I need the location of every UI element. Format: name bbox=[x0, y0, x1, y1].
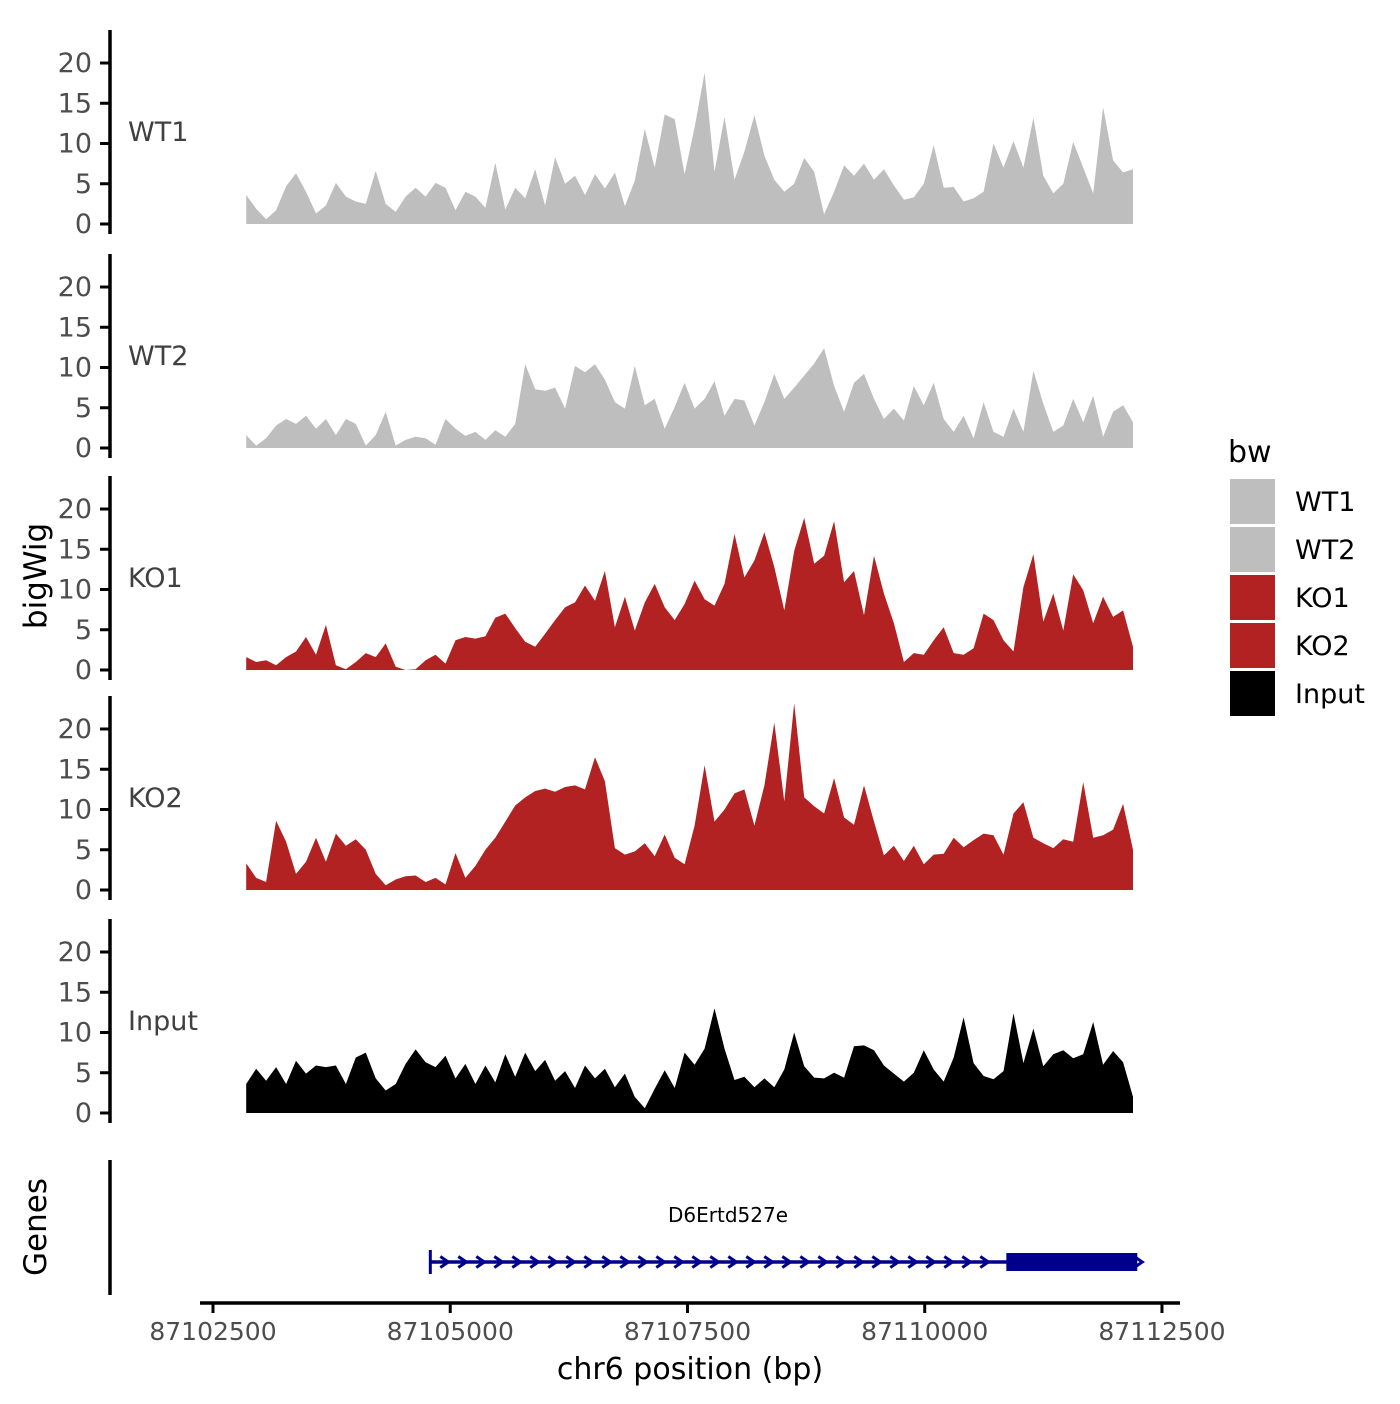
y-tick-label-input-5: 5 bbox=[75, 1058, 92, 1089]
y-tick-label-ko2-10: 10 bbox=[58, 795, 92, 826]
gene-strand-arrow bbox=[583, 1255, 595, 1269]
gene-strand-arrow bbox=[439, 1255, 451, 1269]
gene-strand-arrow bbox=[907, 1255, 919, 1269]
legend-label-wt1: WT1 bbox=[1295, 487, 1355, 518]
gene-strand-arrow bbox=[943, 1255, 955, 1269]
gene-strand-arrow bbox=[781, 1255, 793, 1269]
y-tick-label-wt1-0: 0 bbox=[75, 209, 92, 240]
y-tick-label-wt2-10: 10 bbox=[58, 353, 92, 384]
gene-strand-arrow bbox=[673, 1255, 685, 1269]
gene-strand-arrow bbox=[601, 1255, 613, 1269]
gene-exon-box bbox=[1006, 1253, 1138, 1271]
legend-label-wt2: WT2 bbox=[1295, 535, 1355, 566]
x-tick-label-87102500: 87102500 bbox=[149, 1317, 276, 1346]
gene-strand-arrow bbox=[889, 1255, 901, 1269]
gene-strand-arrow bbox=[565, 1255, 577, 1269]
gene-strand-arrow bbox=[637, 1255, 649, 1269]
y-tick-label-wt1-5: 5 bbox=[75, 169, 92, 200]
x-tick-label-87112500: 87112500 bbox=[1098, 1317, 1225, 1346]
track-area-ko2 bbox=[246, 703, 1133, 890]
y-tick-label-ko1-0: 0 bbox=[75, 655, 92, 686]
gene-strand-arrow bbox=[493, 1255, 505, 1269]
x-tick-label-87105000: 87105000 bbox=[387, 1317, 514, 1346]
gene-strand-arrow bbox=[817, 1255, 829, 1269]
legend-key-ko2 bbox=[1230, 623, 1275, 668]
y-tick-label-input-15: 15 bbox=[58, 977, 92, 1008]
legend-label-ko1: KO1 bbox=[1295, 583, 1350, 614]
y-tick-label-input-10: 10 bbox=[58, 1018, 92, 1049]
gene-strand-arrow bbox=[691, 1255, 703, 1269]
track-label-ko1: KO1 bbox=[128, 563, 183, 594]
genes-axis-title: Genes bbox=[18, 1178, 54, 1276]
track-area-wt2 bbox=[246, 348, 1133, 448]
y-axis-title: bigWig bbox=[18, 523, 54, 629]
y-tick-label-ko1-10: 10 bbox=[58, 575, 92, 606]
gene-label: D6Ertd527e bbox=[668, 1203, 788, 1227]
y-tick-label-ko2-0: 0 bbox=[75, 875, 92, 906]
gene-strand-arrow bbox=[853, 1255, 865, 1269]
track-label-ko2: KO2 bbox=[128, 783, 183, 814]
y-tick-label-ko2-15: 15 bbox=[58, 754, 92, 785]
x-axis-title: chr6 position (bp) bbox=[557, 1352, 823, 1387]
y-tick-label-ko1-5: 5 bbox=[75, 615, 92, 646]
x-axis: 87102500 87105000 87107500 87110000 87112500… bbox=[149, 1301, 1226, 1387]
gene-strand-arrow bbox=[547, 1255, 559, 1269]
gene-strand-arrow bbox=[511, 1255, 523, 1269]
legend-key-wt2 bbox=[1230, 527, 1275, 572]
gene-strand-arrow bbox=[799, 1255, 811, 1269]
genes-panel: D6Ertd527e bbox=[108, 1160, 1145, 1295]
y-tick-label-ko2-5: 5 bbox=[75, 835, 92, 866]
track-label-input: Input bbox=[128, 1006, 198, 1037]
legend-key-ko1 bbox=[1230, 575, 1275, 620]
track-area-ko1 bbox=[246, 517, 1133, 670]
legend-label-input: Input bbox=[1295, 679, 1365, 710]
y-tick-label-wt2-5: 5 bbox=[75, 393, 92, 424]
track-panel-ko1: 0 5 10 15 20 KO1 bbox=[58, 476, 1133, 686]
track-area-input bbox=[246, 1008, 1133, 1113]
gene-strand-arrow bbox=[871, 1255, 883, 1269]
y-tick-label-ko1-20: 20 bbox=[58, 494, 92, 525]
track-panel-wt2: 0 5 10 15 20 WT2 bbox=[58, 254, 1133, 464]
gene-strand-arrow bbox=[763, 1255, 775, 1269]
track-label-wt2: WT2 bbox=[128, 341, 188, 372]
gene-strand-arrow bbox=[979, 1255, 991, 1269]
y-tick-label-wt2-15: 15 bbox=[58, 312, 92, 343]
x-tick-label-87110000: 87110000 bbox=[861, 1317, 988, 1346]
y-tick-label-wt1-15: 15 bbox=[58, 88, 92, 119]
y-tick-label-input-0: 0 bbox=[75, 1098, 92, 1129]
legend-key-input bbox=[1230, 671, 1275, 716]
track-panel-ko2: 0 5 10 15 20 KO2 bbox=[58, 696, 1133, 906]
gene-strand-arrow bbox=[655, 1255, 667, 1269]
gene-strand-arrow bbox=[709, 1255, 721, 1269]
gene-strand-arrow bbox=[745, 1255, 757, 1269]
track-area-wt1 bbox=[246, 72, 1133, 224]
track-label-wt1: WT1 bbox=[128, 117, 188, 148]
y-tick-label-wt2-0: 0 bbox=[75, 433, 92, 464]
legend-key-wt1 bbox=[1230, 479, 1275, 524]
gene-strand-arrow bbox=[475, 1255, 487, 1269]
y-tick-label-ko1-15: 15 bbox=[58, 534, 92, 565]
gene-strand-arrow bbox=[835, 1255, 847, 1269]
track-panel-wt1: 0 5 10 15 20 WT1 bbox=[58, 30, 1133, 240]
gene-strand-arrow bbox=[1133, 1255, 1145, 1269]
y-tick-label-wt1-20: 20 bbox=[58, 48, 92, 79]
y-tick-label-input-20: 20 bbox=[58, 937, 92, 968]
legend: bw WT1 WT2 KO1 KO2 Input bbox=[1228, 435, 1365, 716]
y-tick-label-wt1-10: 10 bbox=[58, 129, 92, 160]
gene-strand-arrow bbox=[529, 1255, 541, 1269]
gene-strand-arrow bbox=[925, 1255, 937, 1269]
gene-strand-arrow bbox=[457, 1255, 469, 1269]
y-tick-label-wt2-20: 20 bbox=[58, 272, 92, 303]
gene-strand-arrow bbox=[727, 1255, 739, 1269]
legend-title: bw bbox=[1228, 435, 1272, 470]
gene-strand-arrow bbox=[961, 1255, 973, 1269]
gene-strand-arrow bbox=[619, 1255, 631, 1269]
track-panel-input: 0 5 10 15 20 Input bbox=[58, 919, 1133, 1129]
legend-label-ko2: KO2 bbox=[1295, 631, 1350, 662]
y-tick-label-ko2-20: 20 bbox=[58, 714, 92, 745]
x-tick-label-87107500: 87107500 bbox=[624, 1317, 751, 1346]
